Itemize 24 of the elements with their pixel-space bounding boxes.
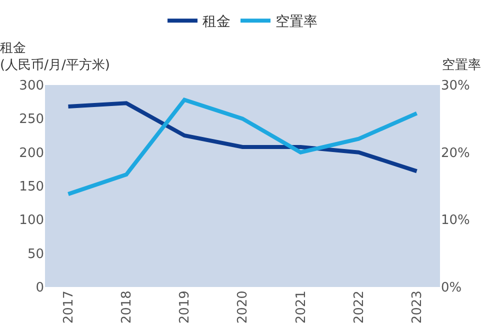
y-tick-label: 50 [27,246,44,262]
x-tick-label: 2017 [61,290,76,324]
y2-tick-label: 0% [441,280,462,296]
x-tick-label: 2020 [236,290,251,324]
y-tick-label: 300 [19,78,44,94]
legend-label: 空置率 [276,14,318,30]
x-tick-label: 2022 [352,290,367,324]
legend-label: 租金 [202,14,230,30]
y-tick-label: 100 [19,213,44,228]
y2-tick-label: 10% [441,213,470,228]
y-tick-label: 0 [36,280,44,296]
y2-tick-label: 30% [441,78,470,94]
y-tick-label: 250 [19,112,44,128]
line-series [66,101,419,174]
y2-tick-label: 20% [441,146,470,161]
y-tick-label: 150 [19,180,44,195]
x-tick-label: 2021 [294,290,309,324]
y2-axis-title: 空置率 [442,57,481,73]
y-tick-label: 200 [19,146,44,161]
x-tick-label: 2023 [410,290,425,324]
x-tick-label: 2018 [120,290,135,324]
line-series [66,98,419,196]
x-tick-label: 2019 [178,290,193,324]
y-axis-title: 租金 (人民币/月/平方米) [0,41,110,73]
